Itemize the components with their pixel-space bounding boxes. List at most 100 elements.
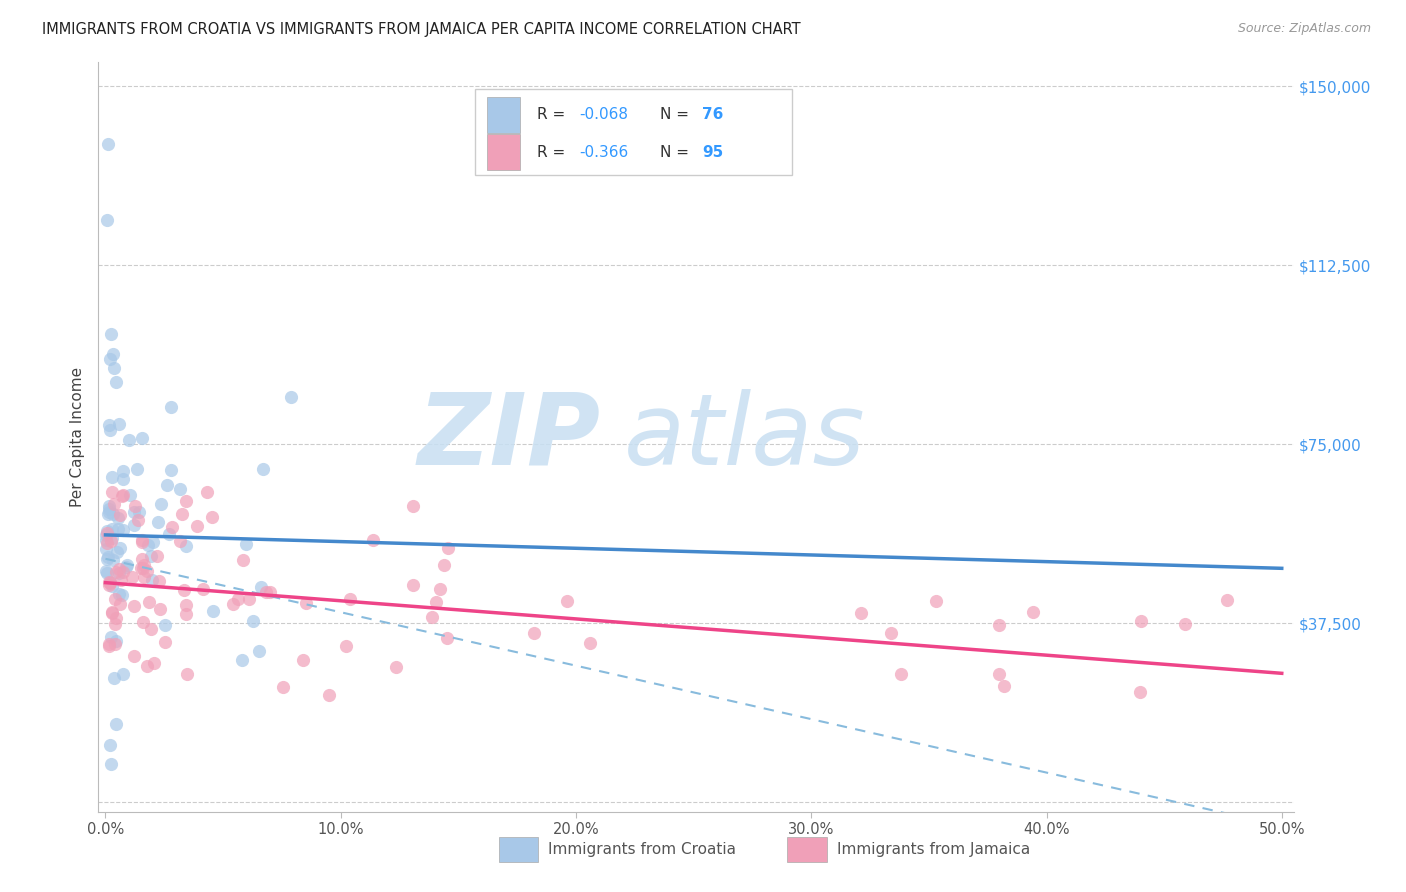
- Point: [98, 351, 121, 366]
- Point: [384, 660, 406, 674]
- Point: [139, 549, 162, 564]
- Point: [174, 494, 197, 508]
- Point: [94, 527, 117, 541]
- Point: [105, 716, 128, 731]
- Point: [100, 534, 122, 549]
- Point: [100, 327, 122, 342]
- Text: Immigrants from Croatia: Immigrants from Croatia: [548, 842, 737, 856]
- Point: [280, 390, 302, 404]
- Point: [136, 658, 159, 673]
- Point: [148, 515, 170, 529]
- Point: [150, 497, 173, 511]
- Point: [112, 524, 135, 538]
- Point: [100, 485, 122, 500]
- Point: [108, 417, 131, 432]
- Point: [138, 595, 160, 609]
- Point: [523, 625, 546, 640]
- Point: [1022, 605, 1045, 619]
- Point: [103, 497, 125, 511]
- Point: [105, 545, 128, 559]
- Point: [162, 520, 184, 534]
- Point: [97, 639, 120, 653]
- Point: [110, 541, 132, 555]
- Point: [98, 418, 121, 433]
- Point: [100, 756, 122, 771]
- Point: [172, 507, 194, 521]
- Point: [104, 638, 127, 652]
- Point: [101, 507, 124, 521]
- Point: [339, 591, 361, 606]
- Point: [98, 423, 121, 437]
- Point: [96, 564, 118, 578]
- Point: [132, 570, 155, 584]
- Point: [97, 578, 120, 592]
- Point: [129, 561, 152, 575]
- Point: [96, 525, 118, 540]
- FancyBboxPatch shape: [475, 88, 792, 175]
- Point: [98, 738, 121, 752]
- Point: [235, 537, 257, 551]
- Point: [174, 607, 197, 622]
- Point: [97, 136, 120, 151]
- Point: [1216, 592, 1239, 607]
- Point: [201, 510, 224, 524]
- Point: [174, 539, 197, 553]
- Point: [97, 507, 120, 521]
- Point: [250, 580, 273, 594]
- Point: [100, 630, 122, 644]
- Point: [231, 653, 253, 667]
- Point: [425, 595, 447, 609]
- Point: [142, 534, 165, 549]
- Point: [1128, 685, 1150, 699]
- Text: ZIP: ZIP: [418, 389, 600, 485]
- Point: [105, 633, 128, 648]
- Point: [115, 560, 138, 574]
- Point: [993, 679, 1015, 693]
- Point: [96, 524, 118, 538]
- Point: [402, 499, 425, 513]
- Point: [122, 649, 145, 664]
- Bar: [486, 97, 520, 133]
- Point: [273, 680, 295, 694]
- Point: [153, 617, 176, 632]
- Point: [96, 566, 118, 580]
- Point: [169, 482, 191, 496]
- Y-axis label: Per Capita Income: Per Capita Income: [70, 367, 86, 508]
- Point: [132, 615, 155, 630]
- Point: [174, 598, 197, 612]
- Point: [108, 597, 131, 611]
- Point: [103, 671, 125, 685]
- Point: [97, 549, 120, 564]
- Point: [436, 632, 458, 646]
- Point: [156, 477, 179, 491]
- Point: [131, 535, 153, 549]
- Text: Immigrants from Jamaica: Immigrants from Jamaica: [837, 842, 1029, 856]
- Point: [228, 592, 250, 607]
- Point: [433, 558, 456, 573]
- Point: [105, 375, 128, 389]
- Point: [191, 582, 214, 596]
- Point: [108, 587, 131, 601]
- Point: [149, 602, 172, 616]
- Point: [100, 606, 122, 620]
- Text: Source: ZipAtlas.com: Source: ZipAtlas.com: [1237, 22, 1371, 36]
- Point: [242, 614, 264, 628]
- Point: [142, 657, 165, 671]
- Point: [108, 566, 131, 581]
- Point: [132, 558, 155, 572]
- Point: [555, 594, 578, 608]
- Point: [335, 639, 357, 653]
- Point: [112, 488, 135, 502]
- Point: [121, 570, 143, 584]
- Point: [97, 636, 120, 650]
- Point: [160, 463, 183, 477]
- Text: 76: 76: [702, 107, 723, 122]
- Point: [925, 594, 948, 608]
- Point: [111, 471, 134, 485]
- Point: [141, 573, 163, 587]
- Point: [101, 469, 124, 483]
- Point: [169, 534, 191, 549]
- Point: [131, 552, 153, 566]
- Point: [176, 667, 198, 681]
- Point: [131, 431, 153, 445]
